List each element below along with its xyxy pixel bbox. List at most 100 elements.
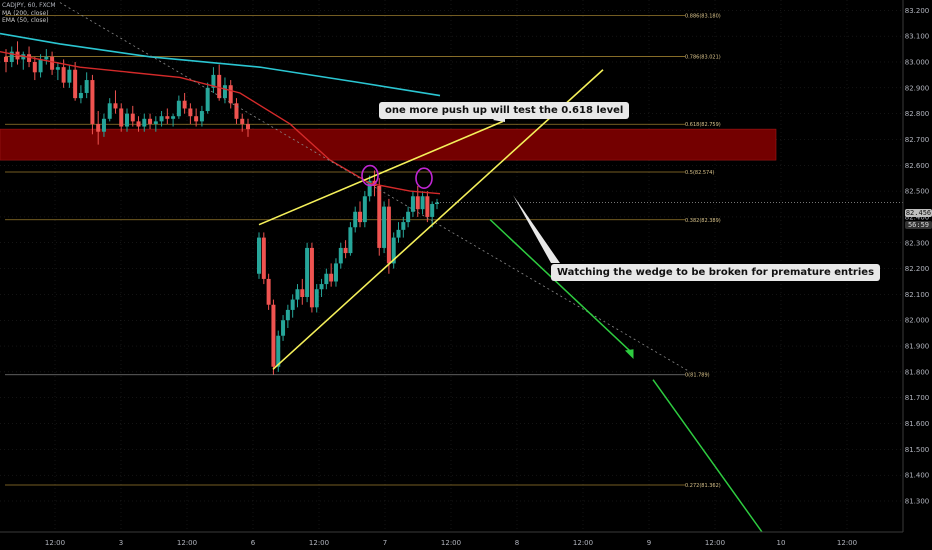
candle-body: [50, 56, 55, 70]
resistance-zone-rect: [0, 128, 777, 161]
candle-body: [401, 222, 406, 230]
fibonacci-levels: 0.886(83.180) 0.786(83.021) 0.618(82.759) 0…: [5, 13, 721, 489]
time-tick-label: 12:00: [441, 539, 461, 547]
time-tick-label: 10: [777, 539, 786, 547]
candle-body: [305, 247, 310, 297]
candle-body: [246, 123, 250, 130]
candle-body: [90, 80, 95, 124]
time-tick-label: 3: [119, 539, 123, 547]
candle-body: [73, 69, 78, 99]
candle-body: [148, 118, 153, 124]
candle-body: [353, 211, 358, 228]
candle-body: [329, 273, 334, 282]
highlight-circle: [415, 167, 433, 189]
candle-body: [188, 108, 193, 117]
price-tick-label: 82.600: [905, 162, 930, 170]
candle-body: [217, 74, 222, 99]
candle-body: [159, 116, 164, 122]
fib-level-label: 0(81.789): [685, 373, 710, 379]
candle-body: [61, 67, 66, 83]
price-tick-label: 81.800: [905, 368, 930, 376]
candle-body: [165, 116, 170, 119]
candle-body: [153, 121, 158, 124]
candle-body: [324, 273, 329, 285]
candle-body: [319, 284, 324, 290]
price-tick-label: 81.900: [905, 343, 930, 351]
time-tick-label: 12:00: [177, 539, 197, 547]
candle-body: [261, 237, 266, 279]
last-price-tag: 82.456: [905, 209, 932, 217]
price-tick-label: 82.000: [905, 317, 930, 325]
projection-arrow-line: [489, 218, 634, 355]
price-tick-label: 82.100: [905, 291, 930, 299]
fib-level-label: 0.272(81.362): [685, 483, 721, 489]
price-tick-label: 81.400: [905, 472, 930, 480]
ema-indicator-legend[interactable]: EMA (50, close): [2, 17, 49, 24]
wedge-lower-line: [272, 69, 604, 370]
candle-body: [142, 118, 147, 127]
candle-body: [266, 278, 271, 305]
candle-body: [194, 116, 199, 122]
candle-body: [182, 100, 187, 109]
candle-body: [430, 204, 435, 217]
ma200-line: [0, 32, 441, 97]
candle-body: [171, 116, 176, 119]
candle-body: [425, 196, 430, 217]
candle-body: [396, 229, 401, 238]
candle-body: [300, 289, 305, 297]
candle-body: [176, 100, 181, 117]
candle-body: [9, 51, 14, 62]
candle-body: [257, 237, 261, 274]
price-tick-label: 81.300: [905, 498, 930, 506]
fib-level-label: 0.382(82.389): [685, 218, 721, 224]
candle-body: [285, 309, 290, 321]
price-tick-label: 83.000: [905, 58, 930, 66]
annotation-push-up[interactable]: one more push up will test the 0.618 lev…: [379, 102, 630, 119]
price-tick-label: 82.700: [905, 136, 930, 144]
price-axis-background: [903, 0, 932, 550]
time-axis[interactable]: 12:00 3 12:00 6 12:00 7 12:00 8 12:00 9 12:00 10 12:…: [0, 531, 932, 550]
fib-level-label: 0.618(82.759): [685, 122, 721, 128]
price-tick-label: 81.600: [905, 420, 930, 428]
candle-body: [222, 85, 227, 99]
candle-body: [78, 92, 83, 99]
time-tick-label: 12:00: [309, 539, 329, 547]
time-tick-label: 12:00: [705, 539, 725, 547]
time-tick-label: 8: [515, 539, 519, 547]
candle-body: [84, 80, 89, 93]
candle-body: [420, 196, 425, 210]
price-tick-label: 82.200: [905, 265, 930, 273]
symbol-title[interactable]: CADJPY, 60, FXCM: [2, 2, 56, 9]
dotted-trendline: [59, 2, 691, 373]
ma-indicator-legend[interactable]: MA (200, close): [2, 10, 49, 17]
candle-body: [391, 237, 396, 264]
candle-body: [228, 85, 233, 104]
annotation-wedge[interactable]: Watching the wedge to be broken for prem…: [551, 264, 881, 281]
highlight-circle: [361, 164, 379, 187]
candle-body: [358, 211, 363, 223]
time-tick-label: 12:00: [45, 539, 65, 547]
candle-body: [211, 74, 216, 88]
candle-body: [38, 59, 43, 73]
candle-body: [295, 289, 300, 300]
candle-body: [410, 196, 415, 212]
projection-line-second: [652, 379, 763, 533]
candle-body: [314, 289, 319, 308]
candle-body: [386, 206, 391, 264]
candle-body: [338, 247, 343, 264]
candle-body: [343, 247, 348, 254]
price-tick-label: 82.500: [905, 188, 930, 196]
candle-body: [367, 180, 372, 197]
price-tick-label: 82.800: [905, 110, 930, 118]
candle-body: [4, 56, 8, 62]
candle-body: [382, 206, 387, 248]
price-axis[interactable]: 83.200 83.100 83.000 82.900 82.800 82.700 82.6…: [902, 0, 932, 550]
resistance-zone: [0, 128, 777, 161]
candle-body: [281, 320, 286, 336]
candle-body: [271, 304, 276, 367]
wedge-upper-line: [258, 120, 504, 226]
candle-body: [234, 103, 239, 119]
price-tick-label: 81.500: [905, 446, 930, 454]
candle-body: [240, 118, 245, 124]
candle-body: [27, 54, 32, 62]
